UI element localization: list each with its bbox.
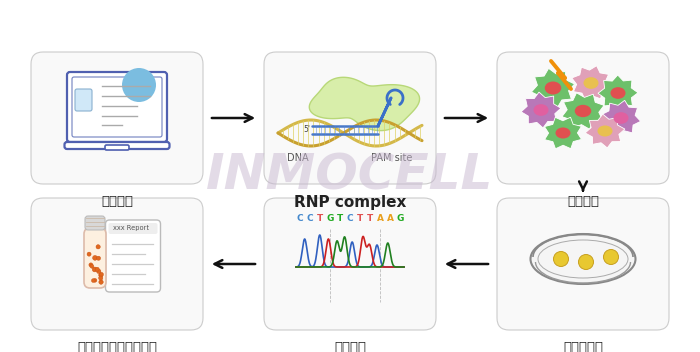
Circle shape xyxy=(97,269,101,274)
Polygon shape xyxy=(598,75,638,111)
Ellipse shape xyxy=(575,105,592,117)
Text: T: T xyxy=(357,214,363,224)
Text: 设计方案: 设计方案 xyxy=(101,195,133,208)
Circle shape xyxy=(122,68,156,102)
Circle shape xyxy=(92,279,95,282)
Circle shape xyxy=(578,254,594,270)
Ellipse shape xyxy=(584,77,598,89)
FancyArrowPatch shape xyxy=(444,114,485,122)
FancyBboxPatch shape xyxy=(497,52,669,184)
Text: INMOCELL: INMOCELL xyxy=(206,152,494,200)
Text: 测序验证: 测序验证 xyxy=(334,341,366,352)
FancyBboxPatch shape xyxy=(31,52,203,184)
Polygon shape xyxy=(572,66,610,100)
Text: RNP complex: RNP complex xyxy=(294,195,406,210)
FancyBboxPatch shape xyxy=(84,228,106,288)
FancyArrowPatch shape xyxy=(215,260,256,268)
Ellipse shape xyxy=(533,104,549,116)
Circle shape xyxy=(90,264,94,268)
Text: PAM site: PAM site xyxy=(371,153,413,163)
FancyArrowPatch shape xyxy=(212,114,253,122)
Polygon shape xyxy=(601,100,640,136)
FancyBboxPatch shape xyxy=(85,216,105,230)
Text: 细胞转染: 细胞转染 xyxy=(567,195,599,208)
Text: C: C xyxy=(297,214,303,224)
Circle shape xyxy=(99,273,103,277)
Text: C: C xyxy=(307,214,314,224)
Polygon shape xyxy=(531,68,575,108)
Circle shape xyxy=(96,245,100,249)
Circle shape xyxy=(554,251,568,266)
Text: T: T xyxy=(367,214,373,224)
Circle shape xyxy=(95,267,99,271)
Text: T: T xyxy=(337,214,343,224)
Text: G: G xyxy=(396,214,404,224)
Text: 单克隆形成: 单克隆形成 xyxy=(563,341,603,352)
FancyBboxPatch shape xyxy=(108,223,158,234)
FancyBboxPatch shape xyxy=(31,198,203,330)
Ellipse shape xyxy=(598,125,612,137)
Polygon shape xyxy=(585,114,625,148)
Polygon shape xyxy=(521,92,561,128)
Circle shape xyxy=(99,276,103,280)
FancyBboxPatch shape xyxy=(75,89,92,111)
FancyBboxPatch shape xyxy=(264,52,436,184)
Circle shape xyxy=(92,256,97,260)
Text: 5': 5' xyxy=(303,126,310,134)
Ellipse shape xyxy=(545,82,561,94)
Circle shape xyxy=(603,250,619,264)
Circle shape xyxy=(99,280,103,284)
Polygon shape xyxy=(545,117,582,149)
FancyBboxPatch shape xyxy=(67,72,167,142)
Circle shape xyxy=(99,272,104,277)
Text: xxx Report: xxx Report xyxy=(113,226,149,232)
Circle shape xyxy=(89,263,93,267)
Ellipse shape xyxy=(531,234,636,284)
Polygon shape xyxy=(562,93,604,129)
FancyBboxPatch shape xyxy=(497,198,669,330)
FancyBboxPatch shape xyxy=(264,198,436,330)
Circle shape xyxy=(93,278,97,282)
Text: A: A xyxy=(377,214,384,224)
FancyArrowPatch shape xyxy=(579,181,587,190)
FancyBboxPatch shape xyxy=(106,220,160,292)
FancyBboxPatch shape xyxy=(105,145,129,150)
Ellipse shape xyxy=(613,112,629,124)
FancyArrowPatch shape xyxy=(447,260,488,268)
Circle shape xyxy=(97,256,101,260)
Ellipse shape xyxy=(556,127,570,139)
Text: C: C xyxy=(346,214,354,224)
FancyBboxPatch shape xyxy=(72,77,162,137)
Text: T: T xyxy=(317,214,323,224)
Polygon shape xyxy=(309,77,419,131)
Circle shape xyxy=(92,267,97,272)
Text: 质检冻存（提供报告）: 质检冻存（提供报告） xyxy=(77,341,157,352)
Text: DNA: DNA xyxy=(287,153,309,163)
Ellipse shape xyxy=(610,87,626,99)
FancyBboxPatch shape xyxy=(64,142,169,149)
Text: G: G xyxy=(326,214,334,224)
Circle shape xyxy=(87,252,91,256)
Text: A: A xyxy=(386,214,393,224)
